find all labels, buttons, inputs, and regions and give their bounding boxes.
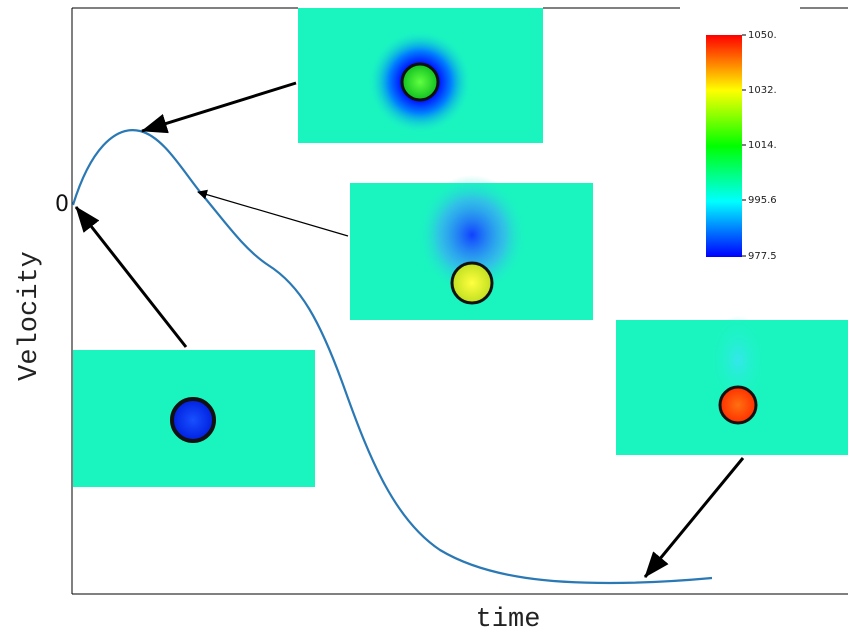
inset-end [616,315,848,455]
x-axis-label: time [476,605,541,634]
inset-peak [298,8,543,143]
y-axis-label: Velocity [15,251,45,381]
colorbar-label: 1050. [748,30,777,41]
colorbar-label: 1032. [748,85,777,96]
origin-label: 0 [55,192,69,217]
velocity-curve [71,129,713,585]
colorbar-label: 995.6 [748,195,777,206]
colorbar-label: 1014. [748,140,777,151]
colorbar: 1050. 1032. 1014. 995.6 977.5 [706,30,777,262]
frame [71,7,848,595]
colorbar-label: 977.5 [748,251,777,262]
inset-start [73,350,315,487]
arrows [74,81,745,578]
inset-decel [350,175,593,320]
